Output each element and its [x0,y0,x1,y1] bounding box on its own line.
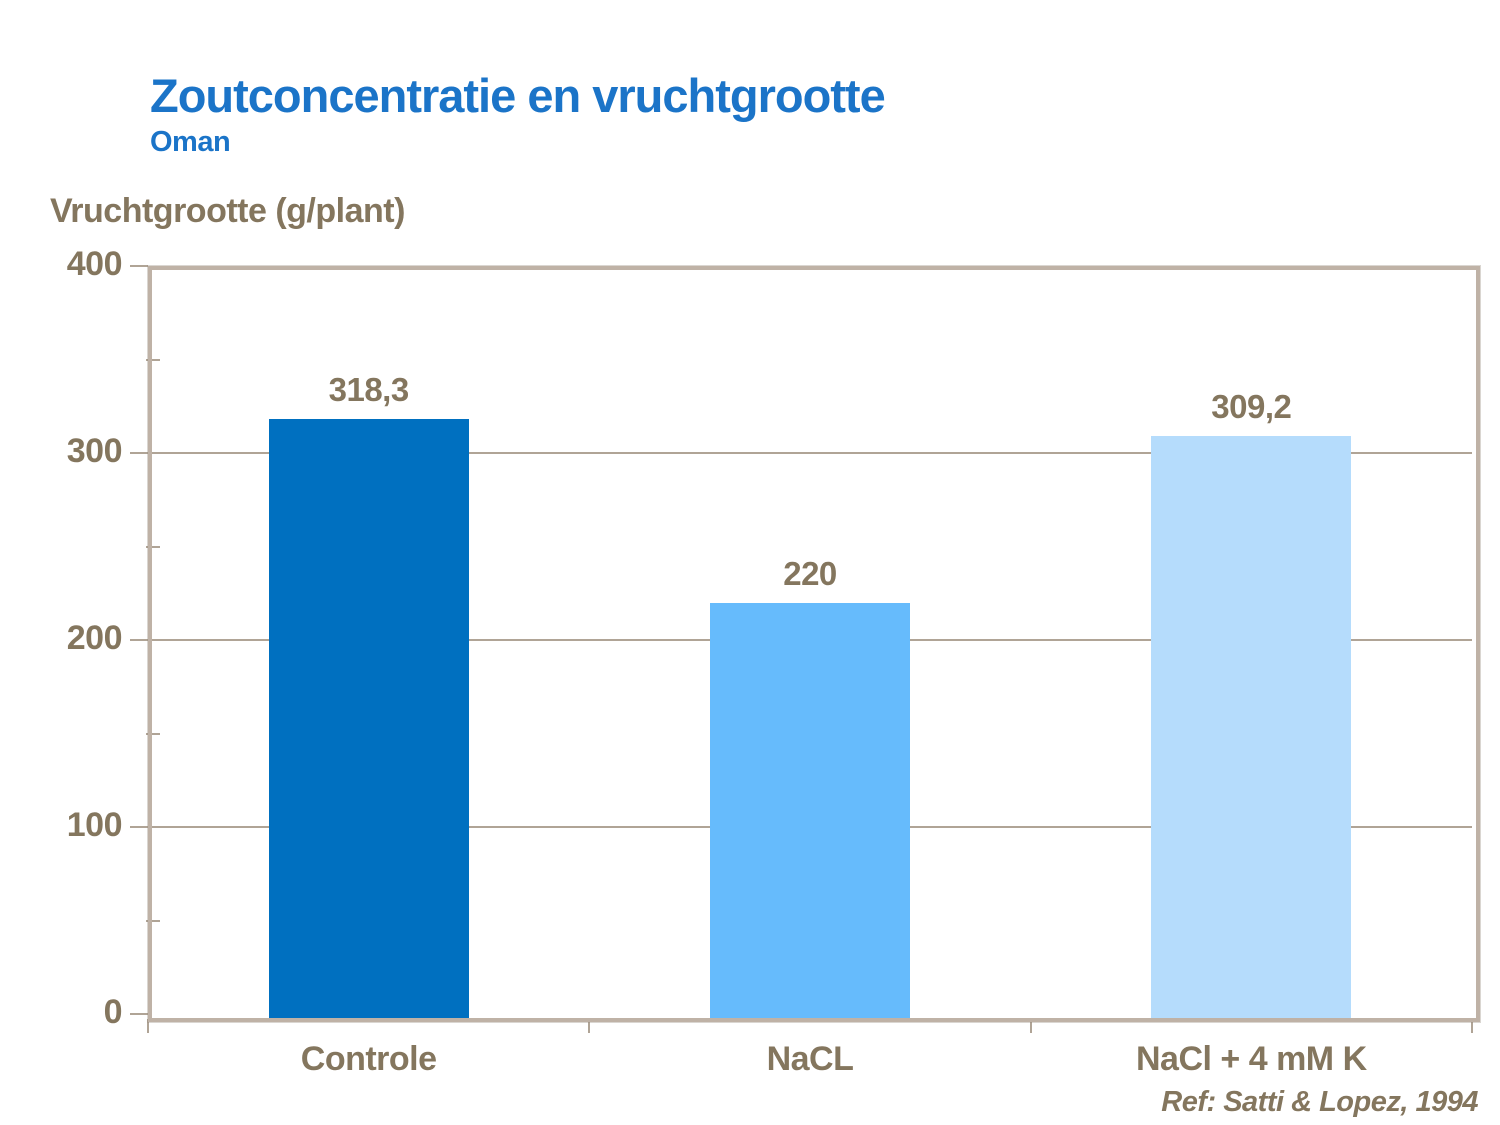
bar-nacl-4-mm-k [1151,435,1352,1018]
y-tick-label: 200 [66,619,123,657]
bar-value-label: 318,3 [328,370,410,408]
category-label: Controle [300,1040,437,1078]
y-tick-label: 100 [66,806,123,844]
y-major-tick [130,452,148,454]
y-tick-label: 400 [66,245,123,283]
chart-title: Zoutconcentratie en vruchtgrootte [150,69,886,122]
y-tick-label: 300 [66,432,123,470]
y-major-tick [130,1013,148,1015]
x-boundary-tick [1029,1019,1032,1033]
y-major-tick [130,639,148,641]
reference-citation: Ref: Satti & Lopez, 1994 [1161,1086,1478,1118]
x-boundary-tick [588,1019,591,1033]
category-label: NaCL [766,1040,854,1078]
y-minor-tick [146,919,160,922]
y-minor-tick [146,545,160,548]
gridline [148,452,1472,454]
bar-nacl [710,602,910,1018]
bar-value-label: 309,2 [1211,387,1292,425]
y-major-tick [130,826,148,828]
x-boundary-tick [1471,1019,1473,1033]
chart-subtitle: Oman [150,126,231,158]
y-minor-tick [146,732,160,735]
x-boundary-tick [147,1019,149,1033]
y-tick-label: 0 [103,993,123,1031]
y-axis-label: Vruchtgrootte (g/plant) [50,192,405,230]
category-label: NaCl + 4 mM K [1136,1040,1367,1078]
y-major-tick [130,265,148,267]
bar-value-label: 220 [783,554,837,592]
bar-controle [268,418,469,1018]
y-minor-tick [146,358,160,361]
